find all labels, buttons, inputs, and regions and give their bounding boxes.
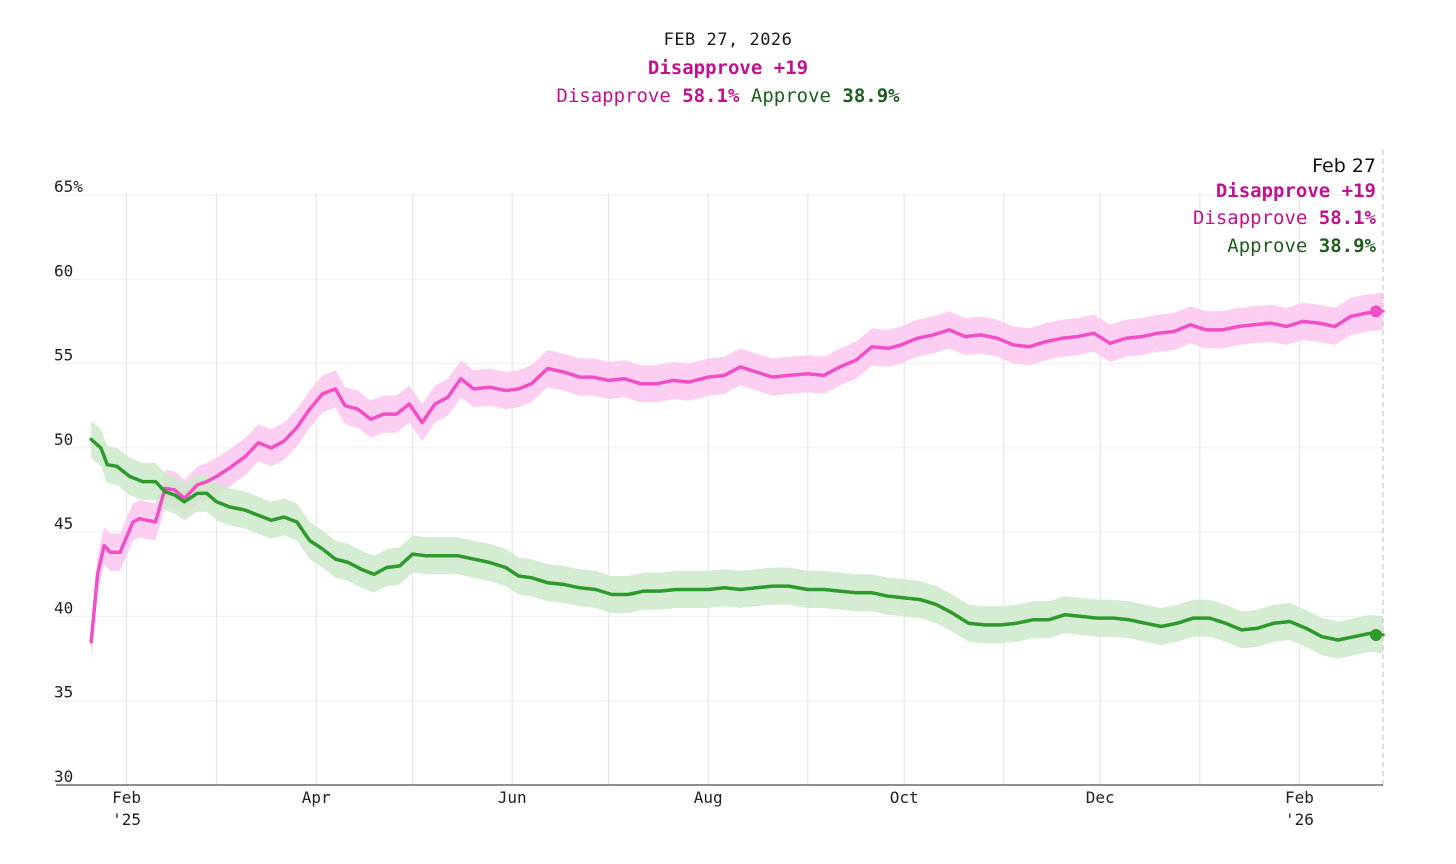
tooltip-disapprove-label: Disapprove [1192, 207, 1308, 229]
header-disapprove-value: 58.1% [682, 85, 740, 107]
x-axis: Feb '25 Apr Jun Aug Oct Dec Feb '26 [56, 784, 1383, 829]
x-tick-label: Feb [112, 788, 141, 807]
tooltip-approve: Approve 38.9% [1227, 235, 1376, 257]
uncertainty-bands [91, 292, 1384, 661]
y-tick-label: 60 [54, 261, 73, 280]
approve-dot [1370, 628, 1382, 641]
y-tick-label: 65% [54, 177, 83, 196]
y-tick-label: 50 [54, 430, 73, 449]
header-approve-value: 38.9% [842, 85, 900, 107]
approve-band [91, 420, 1384, 659]
disapprove-dot [1370, 305, 1382, 318]
series-lines [89, 309, 1385, 644]
tooltip-disapprove: Disapprove 58.1% [1193, 207, 1376, 229]
y-tick-label: 55 [54, 346, 73, 365]
header-approve-label: Approve [750, 85, 831, 107]
grid-lines [56, 193, 1383, 785]
header-date: FEB 27, 2026 [663, 30, 793, 50]
hover-marker [1370, 150, 1384, 785]
tooltip-net: Disapprove +19 [1215, 180, 1376, 202]
x-tick-label: Apr [302, 788, 331, 807]
y-axis: 30 35 40 45 50 55 60 65% [54, 177, 83, 786]
x-tick-sublabel: '25 [112, 810, 141, 829]
approve-line [89, 437, 1385, 642]
y-tick-label: 35 [54, 683, 73, 702]
y-tick-label: 40 [54, 598, 73, 617]
disapprove-line [89, 309, 1385, 644]
y-tick-label: 30 [54, 767, 73, 786]
tooltip-approve-value: 38.9% [1318, 235, 1376, 257]
x-tick-label: Feb [1285, 788, 1314, 807]
x-tick-sublabel: '26 [1285, 810, 1314, 829]
header-disapprove-label: Disapprove [556, 85, 671, 107]
x-tick-label: Oct [890, 788, 919, 807]
header-values: Disapprove 58.1% Approve 38.9% [0, 85, 1456, 107]
y-tick-label: 45 [54, 514, 73, 533]
tooltip-approve-label: Approve [1227, 235, 1308, 257]
header-net: Disapprove +19 [647, 57, 809, 79]
x-tick-label: Jun [498, 788, 527, 807]
disapprove-band [91, 292, 1384, 661]
tooltip-date: Feb 27 [1312, 155, 1376, 177]
x-tick-label: Aug [694, 788, 723, 807]
x-tick-label: Dec [1086, 788, 1115, 807]
tooltip-disapprove-value: 58.1% [1318, 207, 1376, 229]
